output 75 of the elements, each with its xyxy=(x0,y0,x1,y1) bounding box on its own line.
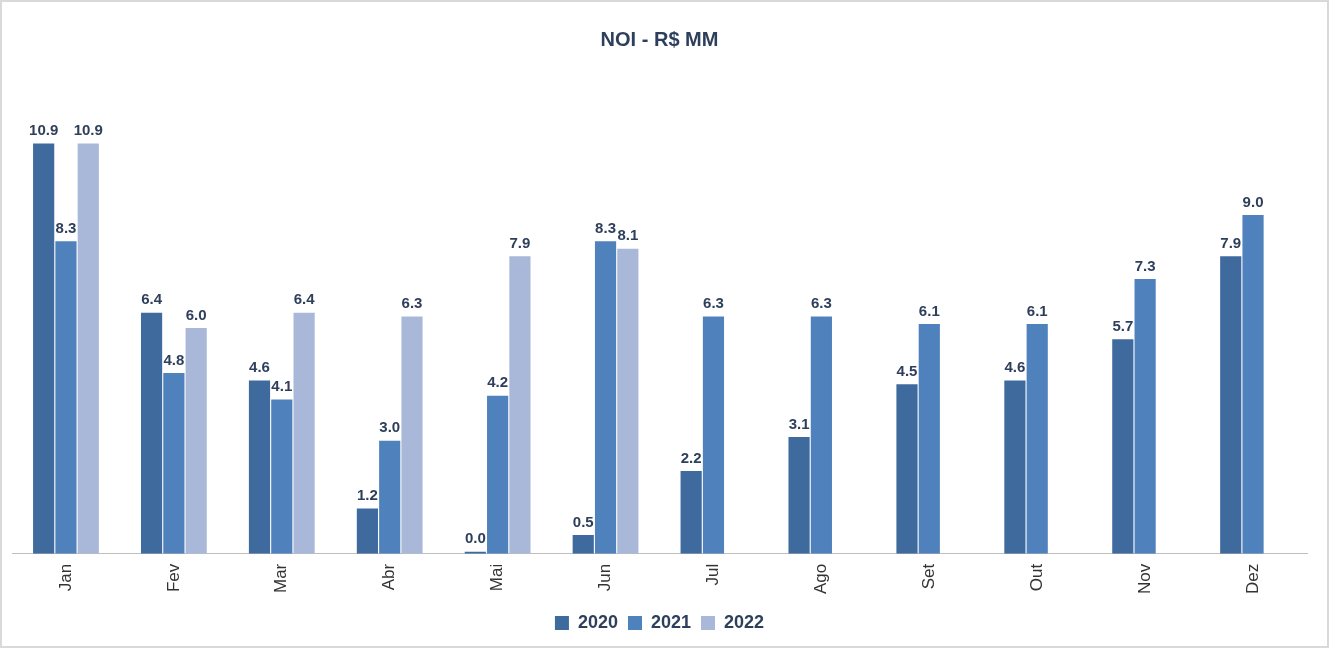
data-label: 2.2 xyxy=(680,448,702,466)
data-label: 6.4 xyxy=(293,290,316,308)
bar xyxy=(702,316,725,554)
bar xyxy=(293,312,315,554)
data-label: 3.0 xyxy=(379,418,401,436)
bar xyxy=(1004,380,1026,554)
bar xyxy=(163,373,185,554)
bar xyxy=(33,143,55,554)
x-tick-label: Fev xyxy=(163,563,183,593)
data-label: 9.0 xyxy=(1242,192,1264,210)
x-tick-label: Mai xyxy=(487,563,507,592)
legend-label: 2021 xyxy=(650,611,692,632)
data-label: 0.5 xyxy=(572,512,594,530)
bar xyxy=(356,508,378,554)
bar xyxy=(379,440,401,554)
bar xyxy=(271,399,293,554)
bar xyxy=(509,256,531,554)
legend-label: 2020 xyxy=(577,611,618,632)
legend-label: 2022 xyxy=(724,611,765,632)
x-tick-label: Out xyxy=(1026,563,1046,592)
bar xyxy=(1026,324,1048,554)
x-tick-label: Dez xyxy=(1242,563,1262,594)
data-label: 7.9 xyxy=(1220,233,1242,251)
data-label: 6.1 xyxy=(918,301,940,319)
bar xyxy=(401,316,423,554)
x-tick-label: Abr xyxy=(379,563,399,591)
bar xyxy=(896,384,918,554)
bar xyxy=(788,437,810,554)
bar xyxy=(572,534,594,554)
bar xyxy=(77,143,99,554)
data-label: 6.3 xyxy=(401,294,423,312)
bar xyxy=(487,395,509,554)
data-label: 4.5 xyxy=(896,361,918,379)
bar xyxy=(1134,278,1156,554)
data-label: 4.6 xyxy=(1004,358,1026,376)
x-tick-label: Jul xyxy=(703,563,723,586)
x-tick-label: Mar xyxy=(271,563,291,594)
data-label: 3.1 xyxy=(788,414,810,432)
bar xyxy=(248,380,271,554)
x-tick-label: Jan xyxy=(55,563,75,592)
x-tick-label: Set xyxy=(918,563,938,590)
data-label: 4.8 xyxy=(163,350,185,368)
data-label: 4.2 xyxy=(487,373,509,391)
bar xyxy=(1220,256,1242,554)
bar xyxy=(918,324,940,554)
chart-title: NOI - R$ MM xyxy=(600,27,719,50)
bar xyxy=(1112,339,1134,554)
data-label: 7.3 xyxy=(1134,256,1156,274)
data-label: 8.3 xyxy=(595,218,616,236)
data-label: 10.9 xyxy=(73,121,103,139)
data-label: 6.0 xyxy=(185,305,207,323)
x-tick-label: Jun xyxy=(595,563,615,592)
data-label: 6.1 xyxy=(1026,301,1048,319)
data-label: 8.3 xyxy=(55,218,77,236)
bar xyxy=(680,470,702,554)
data-label: 5.7 xyxy=(1112,316,1134,334)
data-label: 4.6 xyxy=(249,358,270,376)
data-label: 0.0 xyxy=(464,529,486,547)
data-label: 10.9 xyxy=(29,121,59,139)
bar xyxy=(617,248,639,554)
bar xyxy=(1242,214,1264,554)
data-label: 7.9 xyxy=(509,233,531,251)
bar xyxy=(594,241,617,554)
data-label: 4.1 xyxy=(271,377,293,395)
data-label: 8.1 xyxy=(617,226,639,244)
data-label: 6.3 xyxy=(810,294,832,312)
bar xyxy=(185,327,207,554)
bar xyxy=(810,316,832,554)
data-label: 6.3 xyxy=(703,294,724,312)
bar xyxy=(140,312,163,554)
data-label: 1.2 xyxy=(356,486,378,504)
x-tick-label: Ago xyxy=(811,563,831,594)
bar xyxy=(55,241,77,554)
x-tick-label: Nov xyxy=(1134,563,1154,594)
data-label: 6.4 xyxy=(141,290,163,308)
